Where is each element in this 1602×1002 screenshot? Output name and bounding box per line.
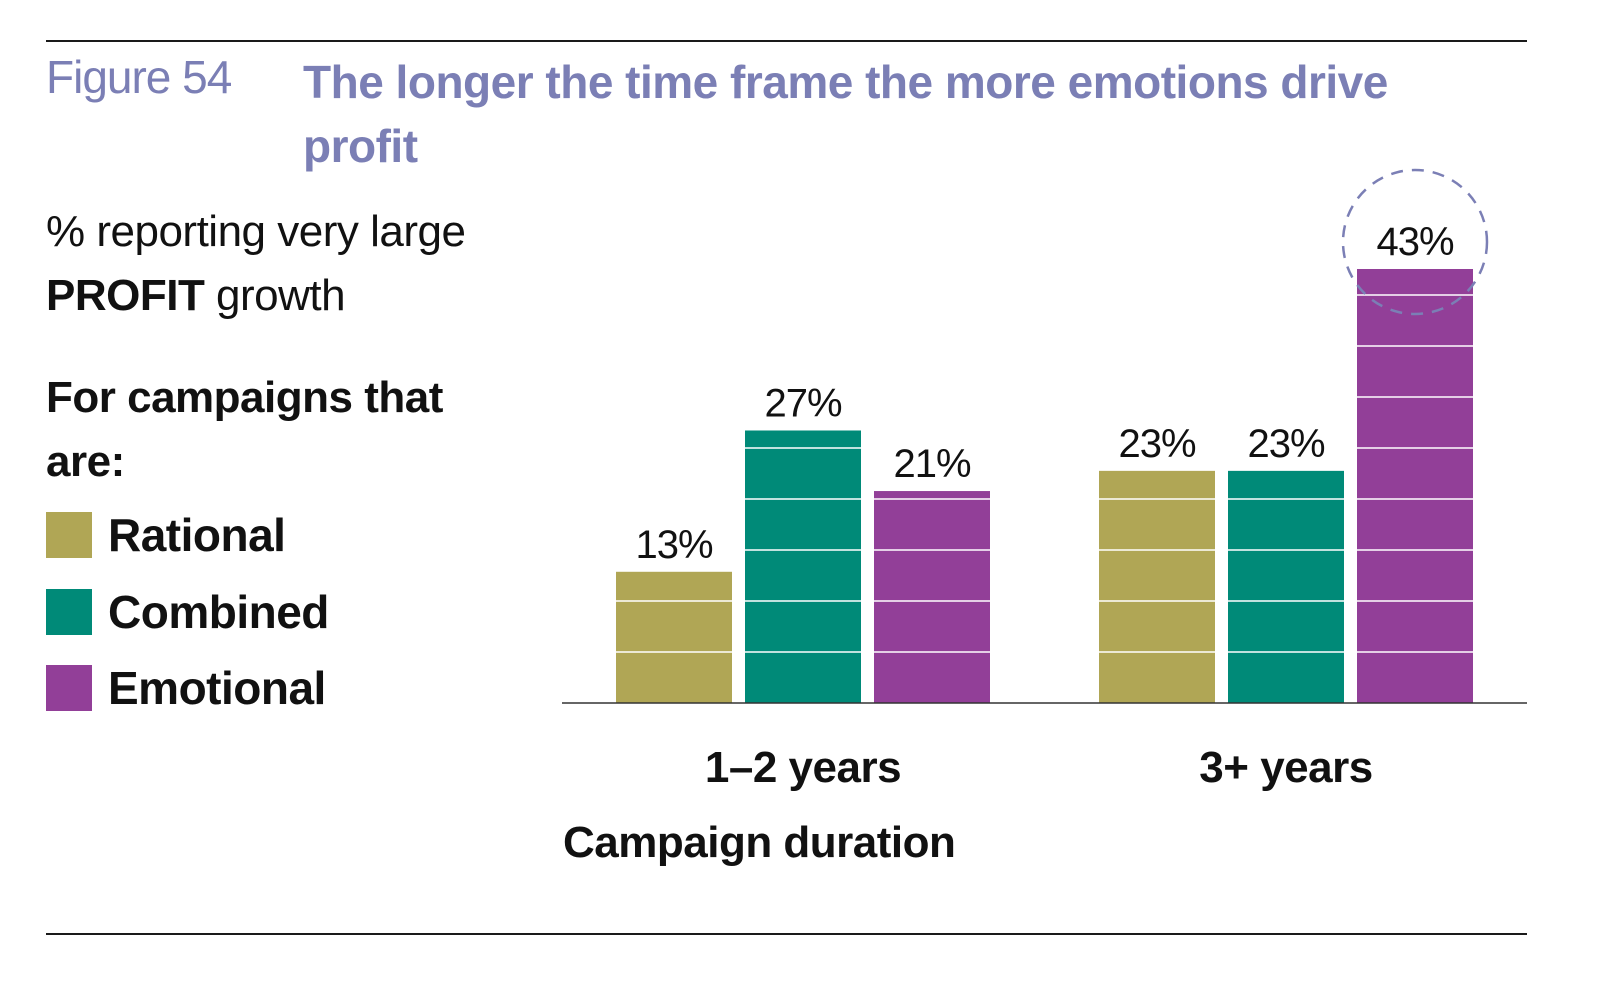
x-axis-title: Campaign duration bbox=[563, 818, 955, 867]
data-label-combined-2: 23% bbox=[1247, 422, 1324, 466]
top-rule bbox=[46, 40, 1527, 42]
bar-emotional-1 bbox=[874, 491, 990, 703]
figure-title: The longer the time frame the more emoti… bbox=[303, 56, 1388, 172]
data-label-emotional-1: 21% bbox=[893, 442, 970, 486]
x-tick-label: 1–2 years bbox=[705, 743, 901, 792]
bar-combined-1 bbox=[745, 430, 861, 703]
data-label-rational-2: 23% bbox=[1118, 422, 1195, 466]
legend-swatch-emotional bbox=[46, 665, 92, 711]
subtitle-line1: % reporting very large bbox=[46, 207, 466, 256]
legend-item-emotional: Emotional bbox=[46, 662, 326, 714]
legend-heading: For campaigns that are: bbox=[46, 373, 443, 486]
bar-rational-2 bbox=[1099, 470, 1215, 703]
bar-emotional-2 bbox=[1357, 269, 1473, 703]
subtitle-bold: PROFIT bbox=[46, 271, 205, 320]
legend-label-emotional: Emotional bbox=[108, 662, 326, 714]
x-tick-label: 3+ years bbox=[1199, 743, 1372, 792]
subtitle-rest: growth bbox=[204, 271, 346, 320]
legend-swatch-rational bbox=[46, 512, 92, 558]
chart-subtitle: % reporting very large PROFIT growth bbox=[46, 200, 466, 328]
legend-label-rational: Rational bbox=[108, 509, 286, 561]
legend-label-combined: Combined bbox=[108, 586, 329, 638]
figure-label: Figure 54 bbox=[46, 51, 232, 103]
legend-item-combined: Combined bbox=[46, 586, 329, 638]
bottom-rule bbox=[46, 933, 1527, 935]
legend-swatch-combined bbox=[46, 589, 92, 635]
legend-item-rational: Rational bbox=[46, 509, 286, 561]
data-label-emotional-2: 43% bbox=[1376, 220, 1453, 264]
bar-rational-1 bbox=[616, 571, 732, 703]
highlight-circle bbox=[1341, 168, 1489, 316]
bar-combined-2 bbox=[1228, 470, 1344, 703]
subtitle-line2: PROFIT growth bbox=[46, 264, 465, 328]
data-label-rational-1: 13% bbox=[635, 523, 712, 567]
data-label-combined-1: 27% bbox=[764, 381, 841, 425]
